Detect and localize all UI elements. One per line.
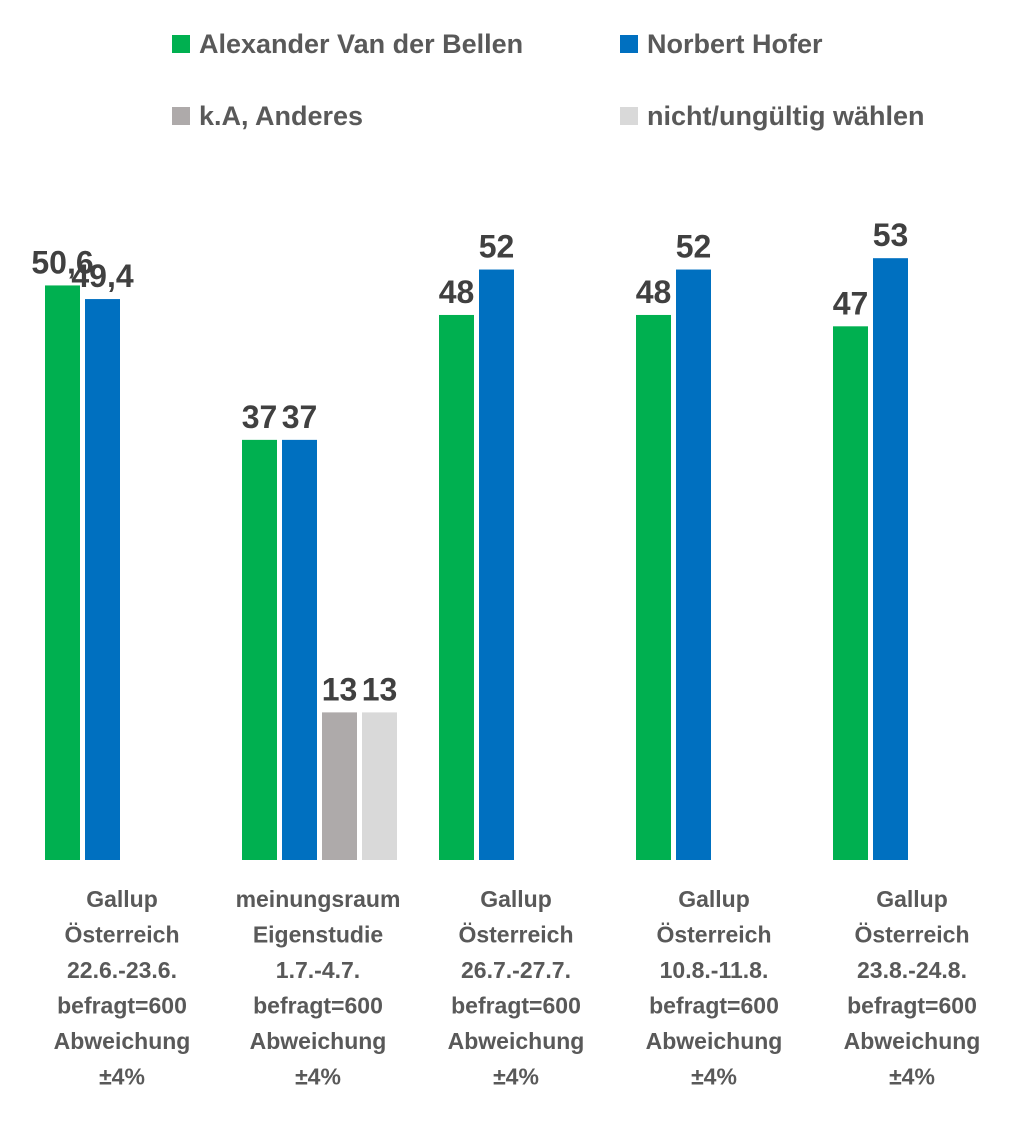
bar xyxy=(322,712,357,860)
category-label-line: 1.7.-4.7. xyxy=(276,957,360,983)
legend-swatch xyxy=(620,35,638,53)
category-label-line: befragt=600 xyxy=(451,993,581,1019)
category-label-line: Gallup xyxy=(876,886,948,912)
legend-swatch xyxy=(172,107,190,125)
category-label-line: ±4% xyxy=(295,1064,341,1090)
bar xyxy=(636,314,671,861)
category-label-line: ±4% xyxy=(493,1064,539,1090)
bar xyxy=(85,299,120,860)
category-label-line: Österreich xyxy=(656,922,771,948)
data-label: 13 xyxy=(362,671,398,707)
data-label: 52 xyxy=(479,229,515,265)
category-label-line: ±4% xyxy=(889,1064,935,1090)
category-label-line: Österreich xyxy=(458,922,573,948)
legend-label: Alexander Van der Bellen xyxy=(199,29,523,59)
data-label: 48 xyxy=(636,274,672,310)
data-label: 37 xyxy=(242,399,278,435)
data-label: 48 xyxy=(439,274,475,310)
data-label: 13 xyxy=(322,671,358,707)
legend-label: k.A, Anderes xyxy=(199,101,363,131)
bar xyxy=(439,314,474,861)
category-label-line: Abweichung xyxy=(54,1028,191,1054)
data-label: 37 xyxy=(282,399,318,435)
legend-label: Norbert Hofer xyxy=(647,29,823,59)
bar xyxy=(282,439,317,860)
bar xyxy=(873,258,908,860)
category-label-line: befragt=600 xyxy=(57,993,187,1019)
category-labels: Gallup Österreich 22.6.-23.6. befragt=600 Ab… xyxy=(54,886,981,1090)
category-label-line: Eigenstudie xyxy=(253,922,383,948)
data-label: 47 xyxy=(833,285,869,321)
legend-swatch xyxy=(620,107,638,125)
data-label: 50,6 xyxy=(31,244,93,280)
category-label-line: Gallup xyxy=(480,886,552,912)
data-label: 53 xyxy=(873,217,909,253)
category-label-line: befragt=600 xyxy=(253,993,383,1019)
category-label-line: 26.7.-27.7. xyxy=(461,957,571,983)
data-label: 52 xyxy=(676,229,712,265)
category-label-line: 10.8.-11.8. xyxy=(660,957,769,983)
data-label: 49,4 xyxy=(71,258,133,294)
category-label-line: Österreich xyxy=(854,922,969,948)
category-label-line: ±4% xyxy=(691,1064,737,1090)
category-label-line: Gallup xyxy=(86,886,158,912)
category-label-line: Abweichung xyxy=(448,1028,585,1054)
category-label-line: 22.6.-23.6. xyxy=(67,957,177,983)
bar xyxy=(833,326,868,860)
category-label-line: befragt=600 xyxy=(847,993,977,1019)
category-label-line: befragt=600 xyxy=(649,993,779,1019)
legend-label: nicht/ungültig wählen xyxy=(647,101,924,131)
category-label-line: ±4% xyxy=(99,1064,145,1090)
category-label-line: Gallup xyxy=(678,886,750,912)
bar xyxy=(362,712,397,860)
bar-group xyxy=(45,258,908,861)
bar xyxy=(676,269,711,860)
category-label-line: 23.8.-24.8. xyxy=(857,957,967,983)
chart-legend: Alexander Van der Bellen Norbert Hofer k.A… xyxy=(172,29,924,131)
category-label-line: Abweichung xyxy=(646,1028,783,1054)
bar xyxy=(242,439,277,860)
bar xyxy=(45,285,80,860)
category-label-line: Abweichung xyxy=(250,1028,387,1054)
category-label-line: meinungsraum xyxy=(236,886,401,912)
bar xyxy=(479,269,514,860)
category-label-line: Abweichung xyxy=(844,1028,981,1054)
category-label-line: Österreich xyxy=(64,922,179,948)
legend-swatch xyxy=(172,35,190,53)
